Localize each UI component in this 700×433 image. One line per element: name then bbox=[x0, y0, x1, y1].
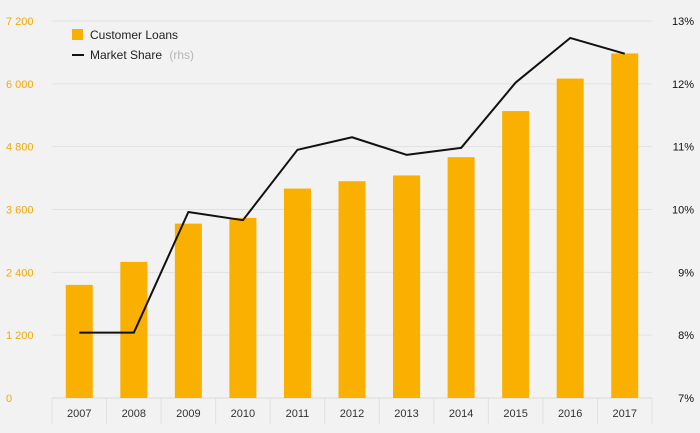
bar-2009 bbox=[174, 223, 202, 398]
legend-label-market-share: Market Share (rhs) bbox=[90, 48, 194, 62]
bar-2008 bbox=[120, 261, 148, 398]
x-tick-label: 2007 bbox=[67, 408, 91, 420]
bar-2010 bbox=[229, 217, 257, 398]
bar-2015 bbox=[502, 111, 530, 399]
x-tick-label: 2010 bbox=[231, 408, 255, 420]
left-tick-label: 2 400 bbox=[6, 267, 34, 279]
x-tick-label: 2015 bbox=[503, 408, 527, 420]
right-tick-label: 10% bbox=[672, 205, 694, 217]
bar-2011 bbox=[283, 188, 311, 398]
bar-series bbox=[65, 53, 639, 399]
bar-2013 bbox=[393, 175, 421, 398]
bar-2014 bbox=[447, 157, 475, 398]
x-tick-label: 2012 bbox=[340, 408, 364, 420]
legend: Customer Loans Market Share (rhs) bbox=[72, 28, 194, 62]
bar-2016 bbox=[556, 78, 584, 398]
right-tick-label: 13% bbox=[672, 16, 694, 28]
bar-2012 bbox=[338, 181, 366, 398]
right-tick-label: 12% bbox=[672, 79, 694, 91]
legend-rhs-note: (rhs) bbox=[169, 48, 194, 62]
x-tick-label: 2011 bbox=[286, 408, 310, 420]
legend-label-customer-loans: Customer Loans bbox=[90, 28, 178, 42]
right-y-axis: 7% 8% 9% 10% 11% 12% 13% bbox=[672, 16, 694, 405]
x-axis: 2007 2008 2009 2010 2011 2012 2013 2014 2015 2016… bbox=[67, 408, 637, 420]
legend-market-share-text: Market Share bbox=[90, 48, 162, 62]
x-tick-label: 2013 bbox=[394, 408, 418, 420]
left-y-axis: 0 1 200 2 400 3 600 4 800 6 000 7 200 bbox=[6, 16, 34, 405]
x-tick-label: 2008 bbox=[122, 408, 146, 420]
right-tick-label: 8% bbox=[678, 330, 694, 342]
right-tick-label: 9% bbox=[678, 267, 694, 279]
gridlines bbox=[51, 20, 653, 424]
left-tick-label: 6 000 bbox=[6, 79, 34, 91]
legend-swatch-customer-loans bbox=[72, 29, 83, 40]
x-tick-label: 2014 bbox=[449, 408, 473, 420]
x-tick-label: 2017 bbox=[612, 408, 636, 420]
line-series bbox=[79, 36, 626, 334]
left-tick-label: 4 800 bbox=[6, 142, 34, 154]
left-tick-label: 0 bbox=[6, 393, 12, 405]
x-tick-label: 2009 bbox=[176, 408, 200, 420]
right-tick-label: 7% bbox=[678, 393, 694, 405]
left-tick-label: 3 600 bbox=[6, 205, 34, 217]
bar-2007 bbox=[65, 284, 93, 398]
right-tick-label: 11% bbox=[673, 142, 694, 154]
left-tick-label: 1 200 bbox=[6, 330, 34, 342]
left-tick-label: 7 200 bbox=[6, 16, 34, 28]
bar-2017 bbox=[611, 53, 639, 398]
x-tick-label: 2016 bbox=[558, 408, 582, 420]
